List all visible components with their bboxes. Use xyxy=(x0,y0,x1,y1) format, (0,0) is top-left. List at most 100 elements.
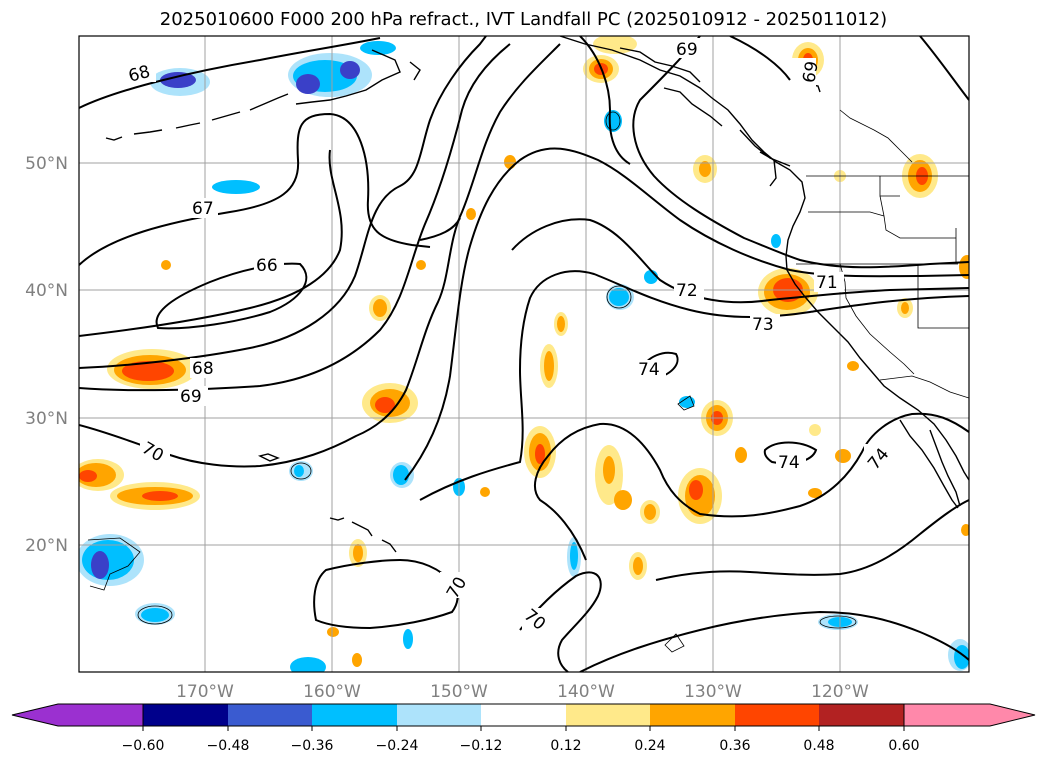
colorbar-tick-label: −0.60 xyxy=(122,738,165,754)
negative-patch xyxy=(290,657,326,672)
positive-patch xyxy=(897,298,913,318)
positive-patch xyxy=(466,208,476,220)
lon-axis: 170°W 160°W 150°W 140°W 130°W 120°W xyxy=(176,682,869,702)
contour-label: 74 xyxy=(638,360,660,380)
negative-patch xyxy=(567,537,581,577)
positive-patch xyxy=(678,468,722,524)
map-frame xyxy=(78,35,970,673)
lat-label: 50°N xyxy=(25,154,68,174)
negative-patch xyxy=(390,462,414,488)
colorbar-segment xyxy=(650,704,735,726)
lon-label: 140°W xyxy=(557,682,615,702)
positive-patch xyxy=(362,383,418,423)
positive-patch xyxy=(480,487,490,497)
positive-patch xyxy=(369,295,391,321)
colorbar-segment xyxy=(819,704,904,726)
lon-label: 120°W xyxy=(811,682,869,702)
negative-patch xyxy=(79,534,144,586)
colorbar: −0.60 −0.48 −0.36 −0.24 −0.12 0.12 0.24 … xyxy=(11,703,1036,754)
colorbar-segment xyxy=(228,704,312,726)
positive-patch xyxy=(629,552,647,580)
negative-patch xyxy=(360,41,396,55)
lon-label: 150°W xyxy=(430,682,488,702)
colorbar-tick-label: 0.60 xyxy=(888,738,919,754)
colorbar-segment xyxy=(481,704,566,726)
positive-patch xyxy=(540,344,558,388)
negative-patch xyxy=(604,110,622,132)
positive-patch xyxy=(961,524,969,536)
contour-label: 66 xyxy=(256,256,278,276)
colorbar-tick-label: 0.12 xyxy=(550,738,581,754)
colorbar-tick-label: −0.24 xyxy=(376,738,419,754)
colorbar-extend-high xyxy=(903,703,1036,727)
positive-patch xyxy=(524,426,556,478)
colorbar-tick-label: −0.48 xyxy=(207,738,250,754)
positive-patch xyxy=(693,155,717,183)
contour-label: 69 xyxy=(799,60,822,85)
coastlines xyxy=(105,36,969,553)
positive-patch xyxy=(847,361,859,371)
positive-patch xyxy=(416,260,426,270)
positive-patch xyxy=(352,653,362,667)
colorbar-tick-label: 0.48 xyxy=(803,738,834,754)
negative-patch xyxy=(150,68,210,96)
contour-label: 74 xyxy=(778,453,800,473)
colorbar-segment xyxy=(735,704,819,726)
colorbar-segment xyxy=(397,704,481,726)
lat-label: 30°N xyxy=(25,409,68,429)
positive-patch xyxy=(758,268,818,316)
contour-label: 69 xyxy=(180,387,202,407)
contour-label: 72 xyxy=(676,281,698,301)
negative-patch xyxy=(288,53,372,97)
positive-patch xyxy=(349,539,367,567)
positive-patch xyxy=(640,500,660,524)
negative-patch xyxy=(606,284,634,310)
positive-patch xyxy=(735,447,747,463)
negative-patch xyxy=(212,180,260,194)
positive-patch xyxy=(808,488,822,498)
colorbar-tick-label: 0.24 xyxy=(634,738,665,754)
negative-patch xyxy=(289,461,313,481)
positive-patch xyxy=(959,255,969,279)
lat-axis: 50°N 40°N 30°N 20°N xyxy=(25,154,68,556)
positive-patch xyxy=(809,424,821,436)
colorbar-tick-label: 0.36 xyxy=(719,738,750,754)
negative-patch xyxy=(135,603,175,625)
lon-label: 130°W xyxy=(684,682,742,702)
positive-patch xyxy=(79,459,124,491)
lat-label: 20°N xyxy=(25,536,68,556)
map-panel: 68 69 69 67 66 72 71 73 68 69 74 70 74 xyxy=(79,36,969,672)
contour-lines xyxy=(79,36,969,672)
political-borders xyxy=(796,109,969,399)
map-title: 2025010600 F000 200 hPa refract., IVT La… xyxy=(159,9,888,30)
contour-label: 73 xyxy=(752,315,774,335)
positive-patch xyxy=(614,490,632,510)
contour-label: 69 xyxy=(676,40,698,60)
colorbar-segment xyxy=(566,704,650,726)
contour-labels: 68 69 69 67 66 72 71 73 68 69 74 70 74 xyxy=(126,38,893,635)
colorbar-segment xyxy=(143,704,228,726)
positive-patch xyxy=(504,155,516,169)
positive-patch xyxy=(107,349,197,389)
colorbar-outline xyxy=(142,703,905,727)
positive-patch xyxy=(595,445,623,505)
colorbar-segment xyxy=(312,704,397,726)
negative-patch xyxy=(771,234,781,248)
shaded-patches xyxy=(79,36,969,672)
positive-patch xyxy=(835,449,851,463)
patch-outlines xyxy=(87,111,857,653)
colorbar-tick-label: −0.12 xyxy=(460,738,503,754)
negative-patch xyxy=(403,629,413,649)
contour-label: 68 xyxy=(192,359,214,379)
positive-patch xyxy=(554,312,568,336)
graticule xyxy=(79,36,969,672)
colorbar-tick-label: −0.36 xyxy=(291,738,334,754)
contour-label: 71 xyxy=(816,273,838,293)
lat-label: 40°N xyxy=(25,281,68,301)
contour-label: 67 xyxy=(192,199,214,219)
positive-patch xyxy=(327,627,339,637)
colorbar-extend-low xyxy=(11,703,144,727)
lon-label: 170°W xyxy=(176,682,234,702)
lon-label: 160°W xyxy=(303,682,361,702)
